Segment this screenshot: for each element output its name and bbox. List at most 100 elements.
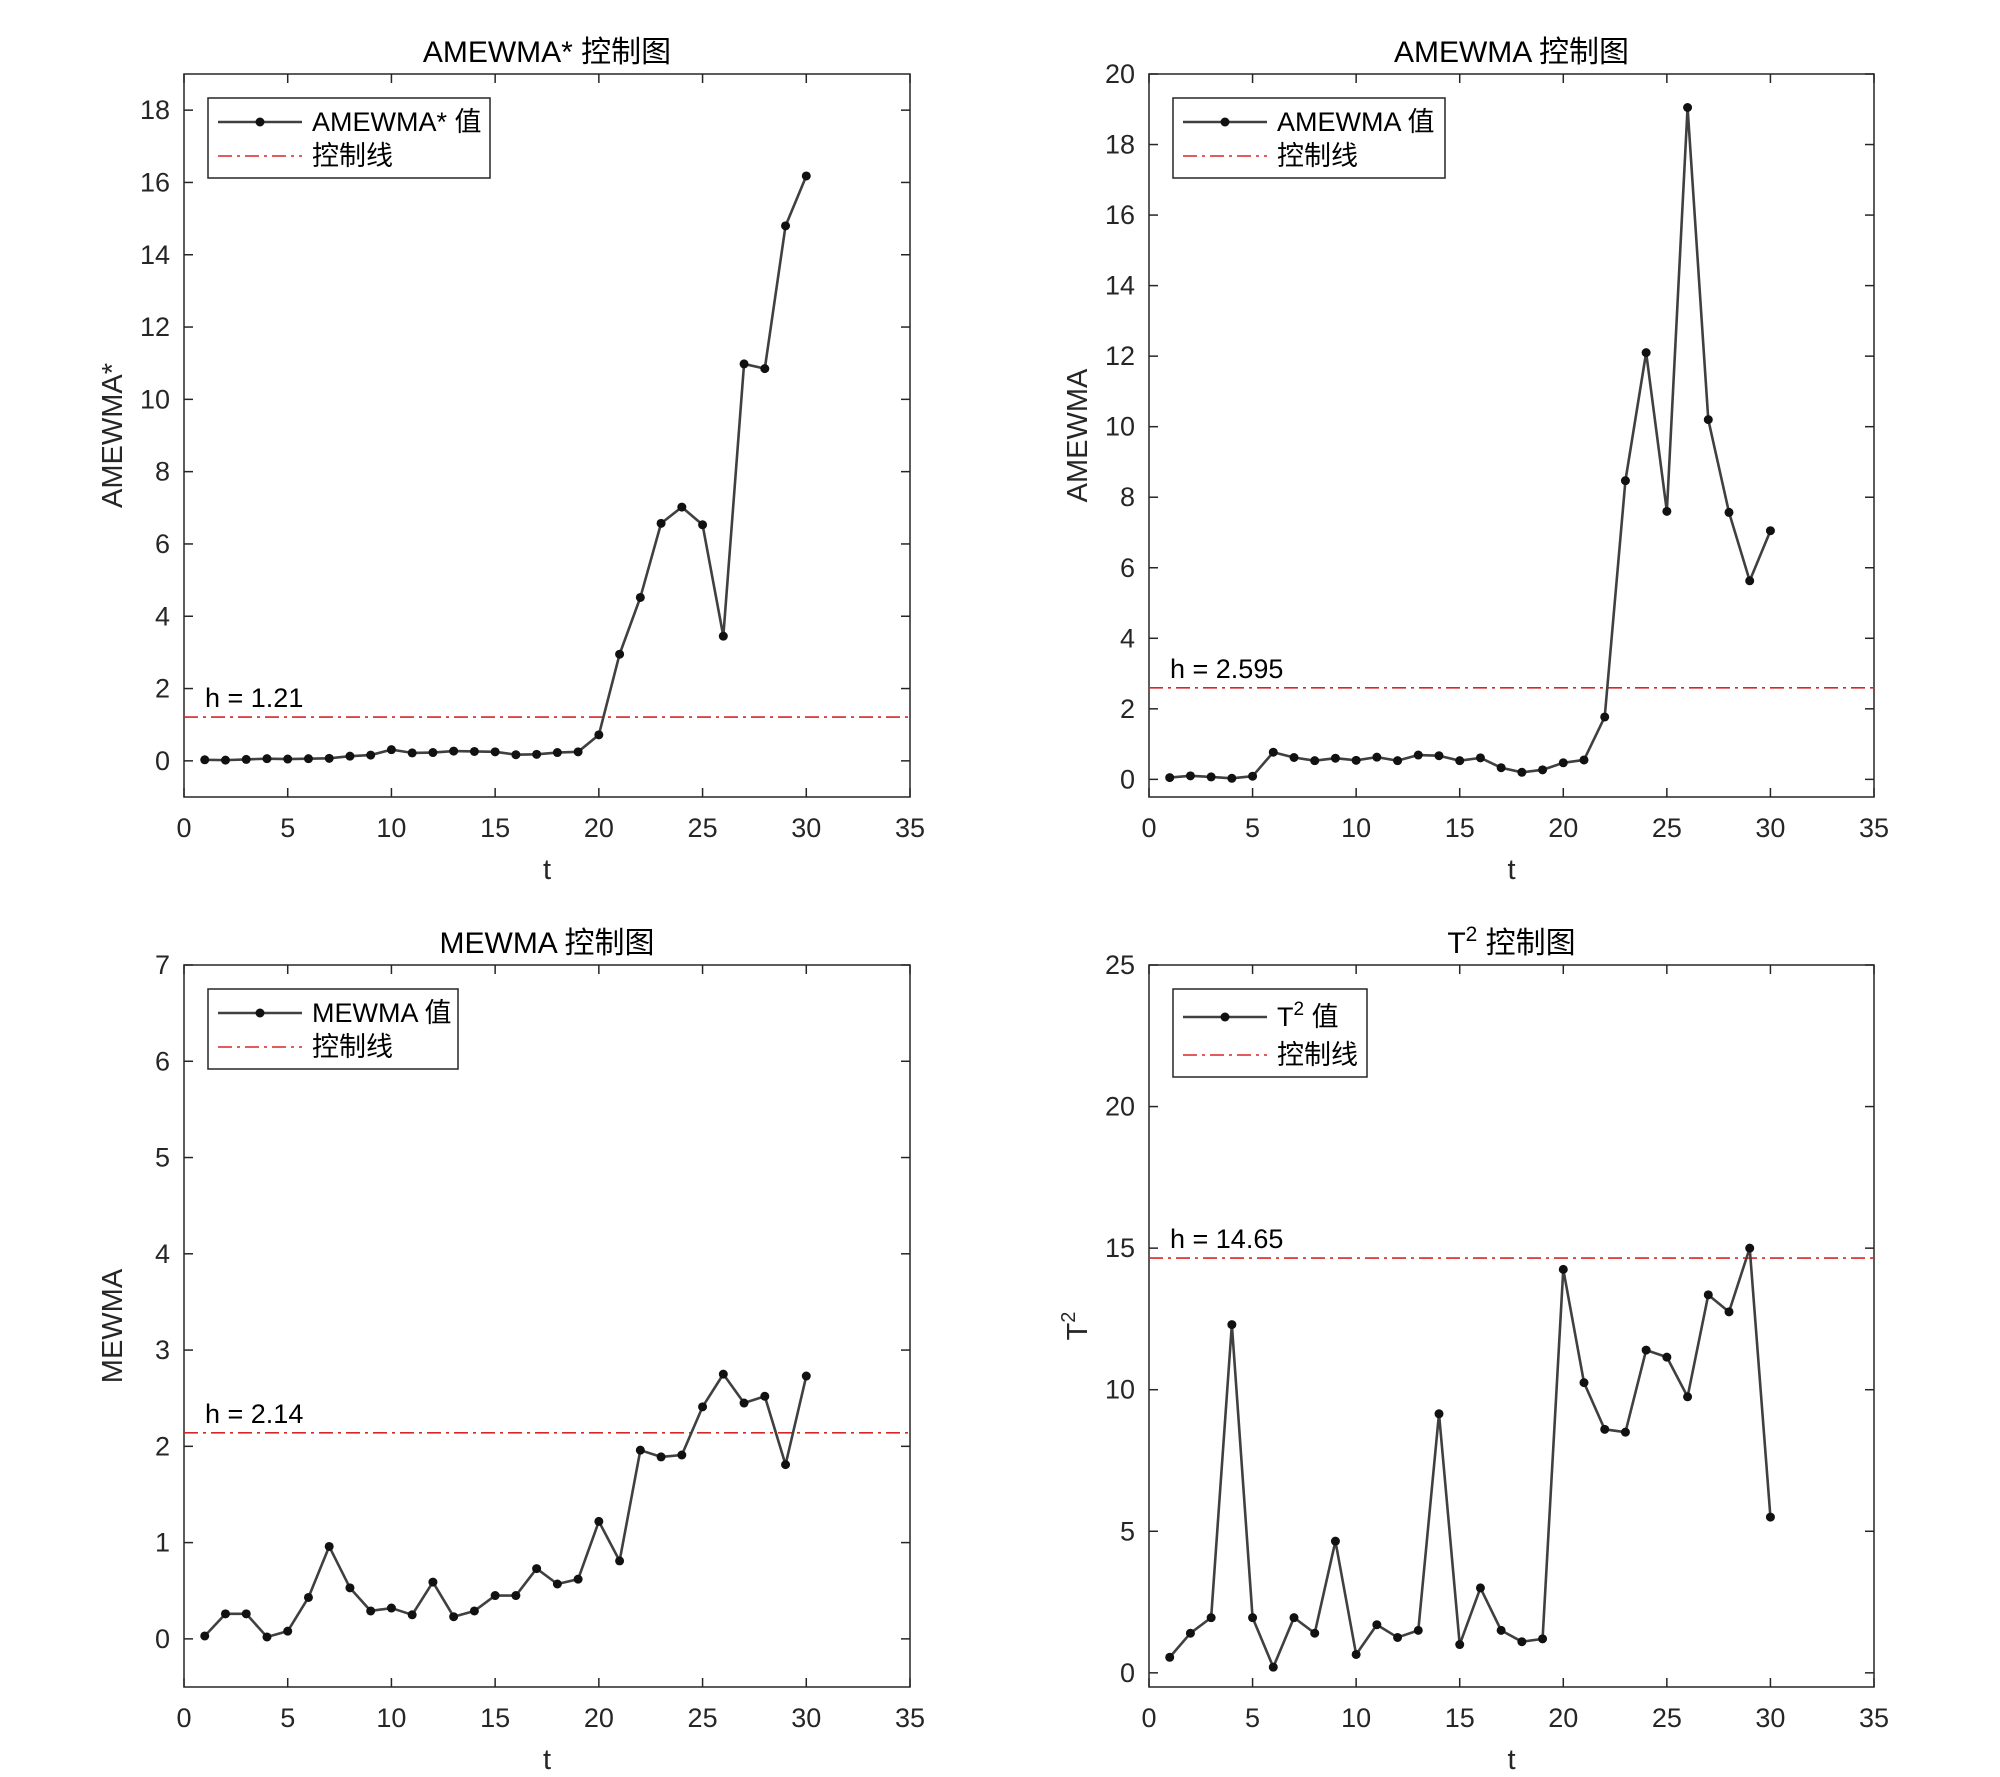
data-point <box>739 1398 749 1408</box>
data-point <box>428 748 438 758</box>
data-point <box>1475 753 1485 763</box>
data-point <box>1558 1264 1568 1274</box>
plot-area <box>1148 964 1875 1688</box>
legend-series-marker <box>1220 1012 1230 1022</box>
x-tick-label: 35 <box>895 813 925 843</box>
data-point <box>220 1609 230 1619</box>
chart-mewma: 0 5 10 15 20 25 30 35 0 1 2 3 4 5 6 7 t MEWMA MEWMA 控制图 h =… <box>97 927 925 1776</box>
data-point <box>366 750 376 760</box>
data-point <box>532 1564 542 1574</box>
y-tick-label: 14 <box>1105 271 1135 301</box>
x-tick-label: 0 <box>1141 1703 1156 1733</box>
data-point <box>1165 773 1175 783</box>
data-point <box>366 1606 376 1616</box>
data-point <box>449 746 459 756</box>
series-line <box>1169 106 1772 780</box>
data-point <box>324 753 334 763</box>
data-point <box>760 364 770 374</box>
x-tick-label: 20 <box>584 1703 614 1733</box>
data-point <box>801 171 811 181</box>
data-point <box>781 221 791 231</box>
y-tick-label: 18 <box>1105 130 1135 160</box>
x-axis-label: t <box>1507 1744 1515 1776</box>
data-point <box>469 746 479 756</box>
y-axis-label: AMEWMA* <box>97 363 129 508</box>
data-point <box>1496 1625 1506 1635</box>
data-point <box>1496 763 1506 773</box>
x-tick-label: 10 <box>376 813 406 843</box>
legend-series-marker <box>255 117 265 127</box>
data-point <box>200 1631 210 1641</box>
data-point <box>1620 1427 1630 1437</box>
data-point <box>303 1592 313 1602</box>
y-tick-label: 18 <box>140 95 170 125</box>
data-point <box>1538 1634 1548 1644</box>
y-axis-label-main: T <box>1062 1322 1094 1340</box>
data-point <box>1703 415 1713 425</box>
data-point <box>1517 767 1527 777</box>
y-tick-label: 15 <box>1105 1233 1135 1263</box>
x-tick-label: 15 <box>480 1703 510 1733</box>
data-point <box>283 754 293 764</box>
data-point <box>594 1516 604 1526</box>
y-tick-label: 6 <box>155 529 170 559</box>
y-tick-label: 4 <box>1120 623 1135 653</box>
y-tick-label: 12 <box>140 312 170 342</box>
chart-title-rest: 控制图 <box>1477 927 1575 960</box>
x-tick-label: 20 <box>1548 1703 1578 1733</box>
legend-series-label-rest: 值 <box>1304 1002 1339 1032</box>
legend-box <box>207 988 459 1070</box>
y-tick-label: 8 <box>1120 482 1135 512</box>
data-point <box>1185 771 1195 781</box>
data-point <box>449 1612 459 1622</box>
chart-title-main: T <box>1447 927 1465 960</box>
data-point <box>1434 751 1444 761</box>
y-tick-label: 7 <box>155 950 170 980</box>
data-point <box>1393 1632 1403 1642</box>
x-tick-label: 25 <box>688 1703 718 1733</box>
data-point <box>1351 1649 1361 1659</box>
data-point <box>1620 476 1630 486</box>
data-point <box>1600 712 1610 722</box>
data-point <box>1641 348 1651 358</box>
data-point <box>1310 756 1320 766</box>
data-point <box>262 1632 272 1642</box>
chart-title: T2 控制图 <box>1447 923 1575 960</box>
control-line-label: h = 1.21 <box>205 683 303 713</box>
data-point <box>1724 507 1734 517</box>
data-point <box>698 1402 708 1412</box>
x-tick-label: 15 <box>480 813 510 843</box>
data-point <box>1683 1392 1693 1402</box>
y-tick-label: 3 <box>155 1335 170 1365</box>
y-tick-label: 0 <box>155 746 170 776</box>
data-point <box>345 1583 355 1593</box>
y-tick-label: 6 <box>1120 553 1135 583</box>
data-point <box>1227 1320 1237 1330</box>
data-point <box>1185 1628 1195 1638</box>
y-tick-label: 10 <box>1105 1375 1135 1405</box>
data-point <box>1310 1628 1320 1638</box>
chart-amewma-star: 0 5 10 15 20 25 30 35 0 2 4 6 8 10 12 14 16 18 t AMEWMA* AME… <box>97 36 925 886</box>
data-point <box>1372 752 1382 762</box>
y-tick-label: 2 <box>1120 694 1135 724</box>
data-point <box>1413 1625 1423 1635</box>
data-point <box>1351 755 1361 765</box>
data-point <box>552 1579 562 1589</box>
legend-control-label: 控制线 <box>1277 141 1358 171</box>
data-point <box>345 751 355 761</box>
x-tick-label: 30 <box>791 1703 821 1733</box>
data-point <box>698 520 708 530</box>
data-point <box>1600 1424 1610 1434</box>
data-point <box>1227 773 1237 783</box>
control-line-label: h = 2.14 <box>205 1399 303 1429</box>
legend-series-marker <box>255 1008 265 1018</box>
data-point <box>200 755 210 765</box>
data-point <box>718 1369 728 1379</box>
data-point <box>490 747 500 757</box>
x-tick-label: 20 <box>584 813 614 843</box>
data-point <box>407 748 417 758</box>
chart-title: AMEWMA* 控制图 <box>423 36 671 69</box>
y-tick-label: 1 <box>155 1528 170 1558</box>
y-tick-label: 6 <box>155 1046 170 1076</box>
